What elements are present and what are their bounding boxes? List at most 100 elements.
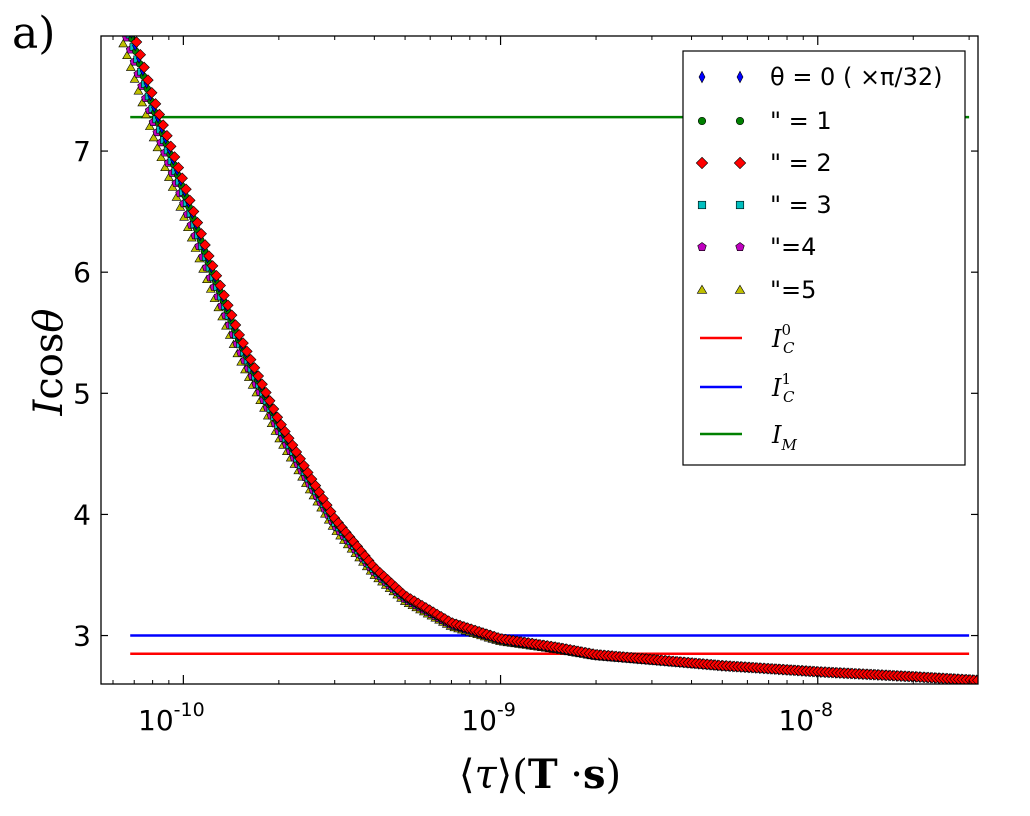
x-tick-label: 10-8 — [778, 699, 833, 737]
data-point — [229, 319, 242, 331]
data-point — [121, 3, 127, 14]
data-point — [260, 386, 272, 399]
data-point — [125, 62, 136, 71]
axis-ticks: 3 4 5 6 7 10-10 10-9 10-8 — [73, 36, 978, 737]
data-point — [146, 87, 158, 99]
data-point — [127, 24, 138, 35]
data-point — [138, 61, 150, 74]
legend-marker — [697, 200, 707, 210]
data-point — [121, 11, 128, 18]
legend-marker — [696, 284, 708, 294]
data-point — [172, 161, 185, 174]
x-axis-label: ⟨τ⟩(T ·s) — [459, 751, 621, 798]
data-point — [241, 345, 253, 358]
data-point — [163, 172, 174, 181]
data-point — [115, 28, 124, 35]
legend-label: "=5 — [770, 276, 816, 304]
data-point — [160, 162, 170, 171]
data-point — [142, 74, 154, 86]
data-point — [203, 250, 215, 262]
svg-text:Icosθ: Icosθ — [26, 309, 72, 417]
data-point — [225, 309, 238, 321]
data-point — [148, 132, 159, 142]
data-point — [111, 0, 119, 5]
legend-marker — [736, 70, 744, 84]
data-point — [152, 142, 163, 152]
x-tick-label: 10-9 — [461, 699, 516, 737]
data-point — [210, 269, 223, 282]
data-point — [141, 109, 151, 119]
data-point — [256, 378, 268, 391]
data-point — [115, 0, 122, 1]
data-point — [264, 395, 276, 407]
data-point — [233, 329, 246, 341]
data-markers — [107, 0, 978, 684]
legend-box — [682, 50, 966, 466]
data-point — [133, 86, 144, 95]
data-point — [165, 140, 177, 153]
y-tick-label: 6 — [73, 256, 91, 289]
data-point — [248, 362, 261, 374]
data-point — [107, 4, 116, 11]
data-point — [195, 228, 207, 240]
data-point — [180, 183, 192, 195]
data-point — [149, 98, 162, 110]
data-point — [176, 172, 188, 184]
legend-marker — [695, 156, 709, 170]
data-point — [214, 279, 226, 292]
data-point — [187, 205, 200, 218]
data-point — [156, 152, 167, 162]
legend-marker — [698, 70, 706, 84]
legend-line-label: I1 C — [771, 370, 795, 406]
data-point — [271, 411, 284, 423]
data-point — [157, 119, 169, 131]
data-point — [134, 48, 147, 61]
data-point — [124, 11, 135, 22]
svg-text:⟨τ⟩(T ·s): ⟨τ⟩(T ·s) — [459, 751, 621, 798]
y-tick-label: 3 — [73, 620, 91, 653]
data-point — [129, 74, 140, 83]
y-tick-label: 7 — [73, 135, 91, 168]
legend-marker — [733, 156, 747, 170]
data-point — [218, 289, 230, 302]
panel-label: a) — [12, 8, 55, 59]
legend-label: " = 2 — [770, 149, 832, 177]
data-point — [111, 16, 120, 23]
data-point — [153, 108, 166, 121]
data-point — [237, 337, 249, 349]
series-2 — [120, 0, 978, 684]
y-tick-label: 5 — [73, 377, 91, 410]
legend-marker — [734, 284, 746, 294]
legend-label: " = 3 — [770, 191, 832, 219]
data-point — [222, 299, 234, 312]
data-point — [137, 97, 148, 107]
data-point — [115, 9, 123, 16]
data-point — [972, 674, 978, 684]
y-tick-label: 4 — [73, 498, 91, 531]
data-point — [245, 353, 257, 366]
data-point — [125, 23, 132, 30]
data-point — [122, 19, 129, 26]
legend-line-label: IM — [771, 421, 797, 454]
data-point — [119, 21, 127, 28]
data-point — [117, 0, 124, 5]
legend-marker — [697, 116, 707, 126]
data-point — [191, 216, 204, 229]
data-point — [199, 239, 211, 251]
data-point — [252, 370, 265, 382]
legend-marker — [697, 242, 707, 251]
legend-label: θ = 0 ( ×π/32) — [770, 63, 943, 91]
x-tick-label: 10-10 — [138, 699, 205, 737]
legend-marker — [735, 116, 745, 126]
data-point — [184, 194, 196, 207]
data-point — [118, 6, 125, 13]
data-point — [117, 0, 123, 1]
y-axis-label: Icosθ — [26, 309, 72, 417]
legend: θ = 0 ( ×π/32) " = 1 " = 2 " = 3 "=4 "=5 I0 C I1… — [682, 50, 966, 466]
data-point — [120, 0, 131, 9]
legend-marker — [735, 242, 745, 251]
data-point — [122, 50, 132, 60]
plot-frame — [100, 35, 979, 685]
data-point — [125, 15, 131, 26]
